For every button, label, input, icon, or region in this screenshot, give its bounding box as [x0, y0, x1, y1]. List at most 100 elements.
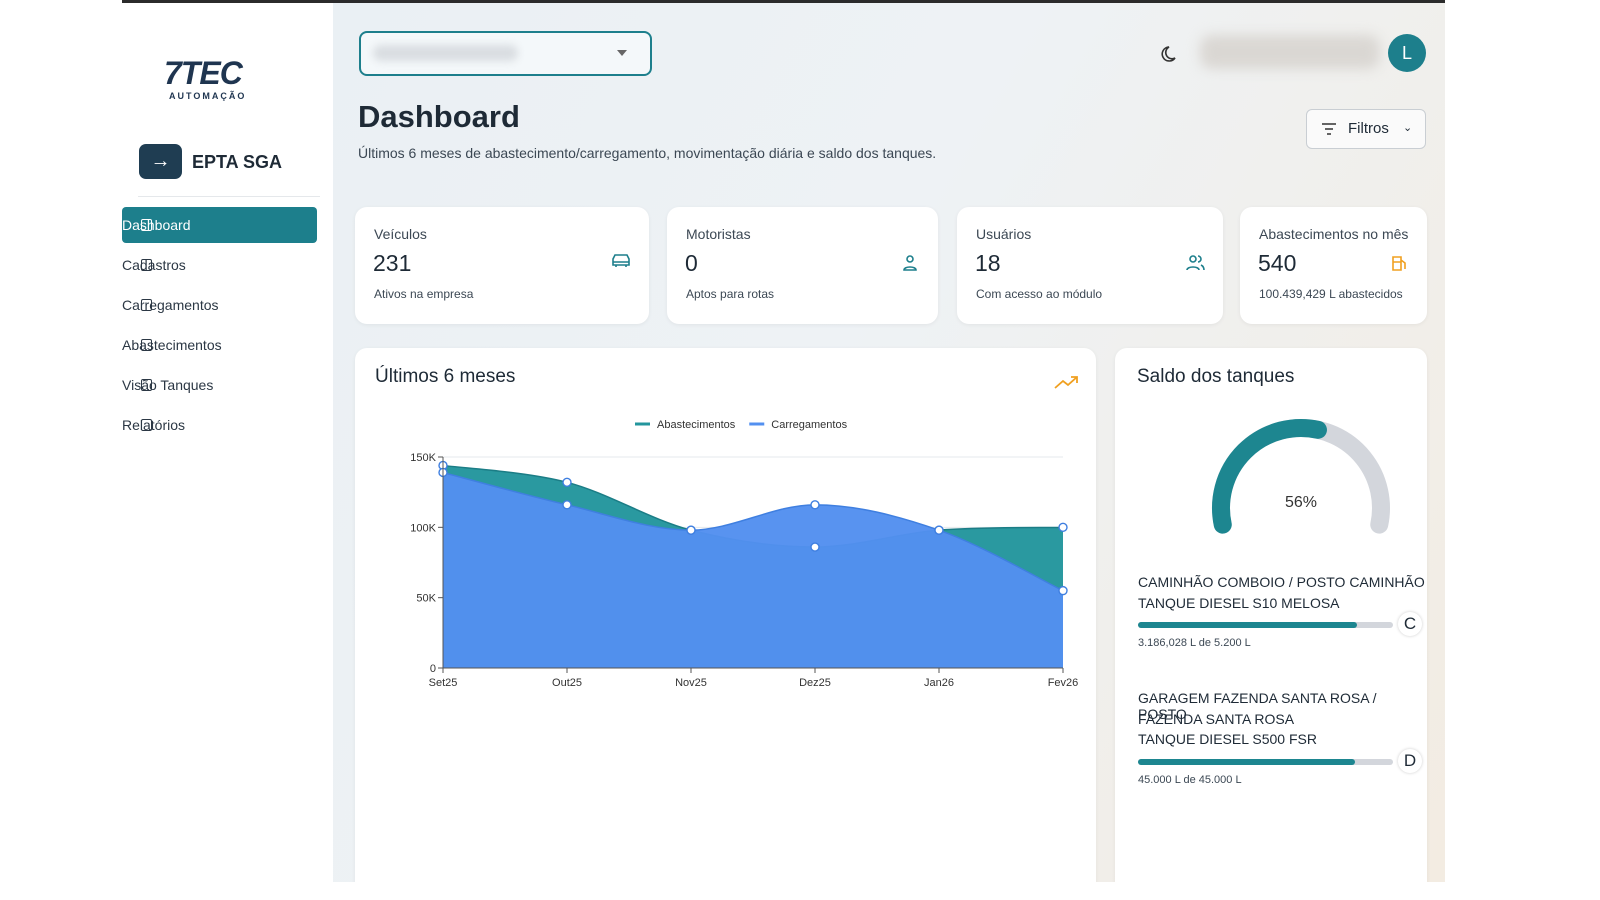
divider [138, 196, 320, 197]
page-title: Dashboard [358, 99, 520, 134]
menu-item[interactable]: Relatórios [122, 407, 317, 443]
stat-value: 231 [373, 250, 412, 276]
point [810, 542, 820, 552]
y-tick-label: 0 [430, 663, 436, 675]
menu-item[interactable]: Cadastros [122, 247, 317, 283]
x-tick-label: Set25 [429, 677, 458, 689]
company-select[interactable] [359, 31, 652, 76]
stat-card: Motoristas 0 Aptos para rotas [667, 207, 938, 324]
menu-item[interactable]: Abastecimentos [122, 327, 317, 363]
stat-note: 100.439,429 L abastecidos [1259, 287, 1403, 301]
page-subtitle: Últimos 6 meses de abastecimento/carrega… [358, 145, 937, 161]
avatar[interactable]: L [1388, 34, 1426, 72]
tanks-card: Saldo dos tanques 56% CAMINHÃO COMBOIO /… [1115, 348, 1427, 882]
tank-name: TANQUE DIESEL S500 FSR [1138, 731, 1317, 747]
point [1058, 522, 1068, 533]
area [443, 472, 1063, 668]
menu-icon [141, 419, 152, 431]
stat-label: Usuários [976, 226, 1032, 242]
sidebar: 7TEC AUTOMAÇÃO → EPTA SGA Dashboard Cadas… [122, 3, 333, 882]
menu-label: Relatórios [122, 417, 186, 433]
menu-item[interactable]: Carregamentos [122, 287, 317, 323]
tank-name: CAMINHÃO COMBOIO / POSTO CAMINHÃO [1138, 574, 1425, 590]
stat-note: Aptos para rotas [686, 287, 775, 301]
menu-icon [141, 299, 152, 311]
legend-label: Carregamentos [771, 419, 847, 431]
point [1058, 585, 1068, 596]
x-tick-label: Jan26 [924, 677, 954, 689]
menu-label: Carregamentos [122, 297, 219, 313]
stat-icon [903, 255, 917, 271]
icon-path [1186, 255, 1205, 271]
tank-amount: 45.000 L de 45.000 L [1138, 773, 1242, 786]
icon-path [612, 254, 630, 267]
screen: 7TEC AUTOMAÇÃO → EPTA SGA Dashboard Cadas… [122, 0, 1445, 882]
filter-icon [1322, 123, 1336, 135]
menu-icon [141, 259, 152, 271]
stat-card: Abastecimentos no mês 540 100.439,429 L ab… [1240, 207, 1427, 324]
tank-name: FAZENDA SANTA ROSA [1138, 710, 1295, 727]
tank-bar [1138, 622, 1393, 628]
menu-icon [141, 219, 152, 231]
icon-path [903, 255, 917, 271]
gauge-label: 56% [1285, 494, 1317, 511]
tank-badge: C [1398, 612, 1422, 636]
menu-label: Cadastros [122, 257, 186, 273]
stat-note: Com acesso ao módulo [976, 287, 1103, 301]
tank-fill [1138, 758, 1355, 765]
tank-badge: D [1398, 748, 1422, 773]
theme-toggle[interactable] [1160, 43, 1182, 65]
chart-title: Últimos 6 meses [375, 365, 515, 387]
logo-subtitle: AUTOMAÇÃO [169, 91, 247, 101]
chart: Últimos 6 meses 0 50K 100K 150K Set25 Out25 No… [375, 365, 1079, 689]
tank-amount: 3.186,028 L de 5.200 L [1138, 637, 1251, 649]
x-tick-label: Dez25 [799, 677, 831, 689]
stat-label: Veículos [374, 226, 427, 242]
gauge-value [1212, 419, 1327, 534]
trend-icon [1054, 376, 1078, 389]
stat-card: Usuários 18 Com acesso ao módulo [957, 207, 1223, 324]
menu-icon [141, 379, 152, 391]
tank-name: GARAGEM FAZENDA SANTA ROSA / POSTO [1138, 690, 1377, 722]
x-tick-label: Nov25 [675, 677, 707, 689]
point [810, 500, 820, 510]
stat-label: Motoristas [686, 226, 751, 242]
point [562, 500, 572, 510]
y-tick-label: 100K [410, 522, 436, 534]
point [686, 525, 696, 535]
icon-path [1392, 256, 1406, 271]
point [934, 525, 944, 535]
stat-label: Abastecimentos no mês [1259, 226, 1409, 242]
y-tick-label: 150K [410, 452, 436, 464]
x-tick-label: Fev26 [1048, 677, 1079, 689]
stat-value: 540 [1258, 250, 1297, 276]
dropdown-arrow [617, 50, 627, 56]
stat-card: Veículos 231 Ativos na empresa [355, 207, 649, 324]
stat-value: 18 [975, 250, 1001, 276]
x-tick-label: Out25 [552, 677, 582, 689]
collapse-button[interactable]: → [139, 144, 182, 179]
tank-name: TANQUE DIESEL S10 MELOSA [1138, 594, 1340, 611]
y-tick-label: 50K [416, 593, 436, 605]
legend-label: Abastecimentos [657, 419, 736, 431]
menu-item[interactable]: Dashboard [122, 207, 317, 243]
gauge: Saldo dos tanques 56% [1137, 366, 1390, 534]
stat-icon [1392, 256, 1406, 271]
chart-card: Últimos 6 meses 0 50K 100K 150K Set25 Out25 No… [355, 348, 1096, 882]
filter-button[interactable]: Filtros ⌄ [1306, 109, 1426, 149]
line [442, 471, 1064, 592]
tank-fill [1138, 622, 1358, 628]
filter-label: Filtros [1348, 120, 1389, 137]
menu-item[interactable]: Visão Tanques [122, 367, 317, 403]
chevron: ⌄ [1403, 122, 1413, 134]
menu-label: Dashboard [122, 217, 191, 233]
tank-bar [1138, 758, 1393, 765]
stat-value: 0 [685, 250, 698, 276]
app-name: EPTA SGA [192, 152, 283, 172]
menu-label: Visão Tanques [122, 377, 214, 393]
menu-icon [141, 339, 152, 351]
stat-note: Ativos na empresa [374, 287, 474, 301]
logo: 7TEC [164, 55, 243, 91]
stat-icon [1186, 255, 1205, 271]
